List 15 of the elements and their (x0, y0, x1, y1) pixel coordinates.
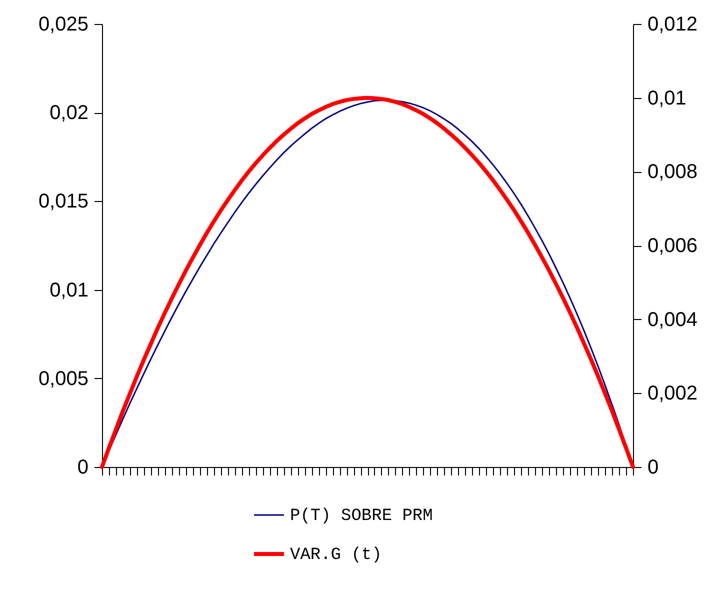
legend-label: VAR.G (t) (290, 546, 382, 565)
y-tick-label: 0,015 (38, 190, 88, 213)
y2-tick-label: 0,008 (648, 161, 698, 184)
y-tick-label: 0,025 (38, 14, 88, 36)
y2-tick-label: 0 (648, 456, 659, 478)
y-tick-label: 0,01 (50, 279, 88, 302)
y2-tick-label: 0,004 (648, 308, 698, 331)
legend-label: P(T) SOBRE PRM (290, 507, 433, 526)
y2-tick-label: 0,006 (648, 235, 698, 257)
y2-tick-label: 0,002 (648, 382, 698, 405)
y-tick-label: 0,02 (50, 102, 88, 124)
y-tick-label: 0,005 (38, 368, 88, 390)
y2-tick-label: 0,012 (648, 14, 698, 36)
y-tick-label: 0 (77, 456, 88, 478)
y2-tick-label: 0,01 (648, 87, 686, 110)
